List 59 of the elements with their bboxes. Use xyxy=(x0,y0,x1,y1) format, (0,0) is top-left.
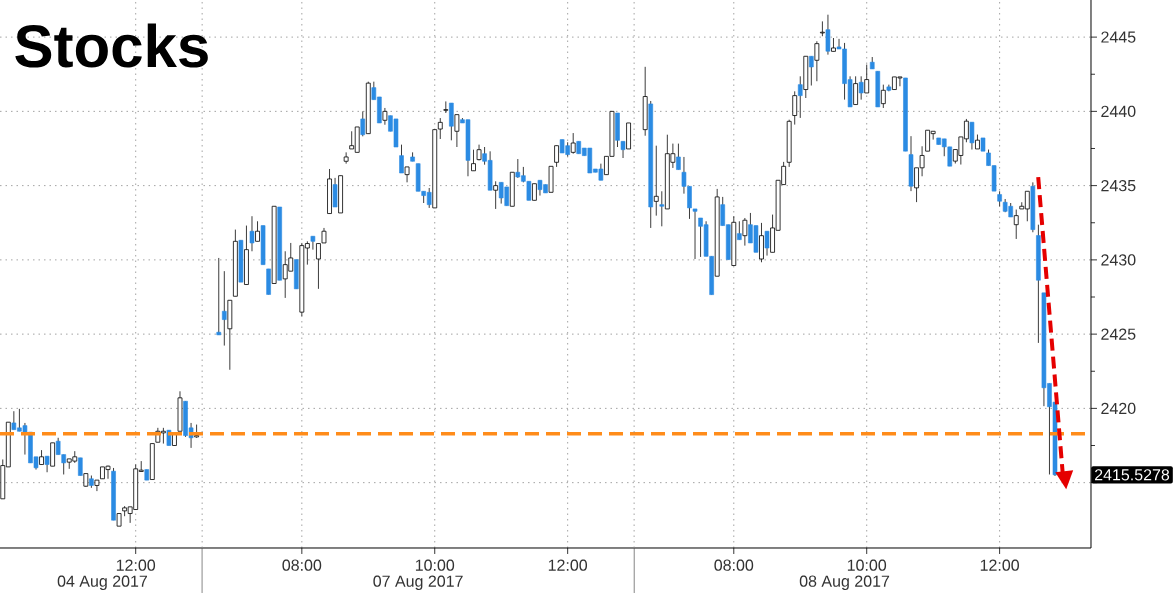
candlestick xyxy=(360,110,366,137)
candlestick xyxy=(382,107,388,126)
candlestick xyxy=(820,20,825,37)
candlestick xyxy=(792,90,798,126)
candlestick xyxy=(814,40,820,82)
x-tick-label: 12:00 xyxy=(980,559,1019,571)
candlestick xyxy=(343,151,349,165)
candlestick xyxy=(332,177,338,208)
candlestick xyxy=(759,222,764,263)
candlestick xyxy=(449,102,454,141)
candlestick xyxy=(676,143,681,171)
y-tick-label: 2445 xyxy=(1101,31,1136,43)
text: 07 Aug 2017 xyxy=(373,575,463,591)
candlestick xyxy=(742,217,748,247)
candlestick xyxy=(404,166,410,183)
candlestick xyxy=(310,235,316,251)
candlestick xyxy=(825,14,831,56)
text: 08 Aug 2017 xyxy=(799,575,890,591)
candlestick xyxy=(880,84,886,109)
candlestick xyxy=(1013,209,1019,240)
candlestick xyxy=(737,220,742,241)
candlestick xyxy=(94,479,100,492)
candlestick xyxy=(809,55,814,86)
candlestick xyxy=(471,149,476,172)
candlestick xyxy=(493,180,499,210)
candlestick xyxy=(969,121,975,150)
y-tick-label: 2440 xyxy=(1101,105,1136,118)
candlestick xyxy=(653,145,659,217)
candlestick xyxy=(797,75,803,119)
x-tick-label: 10:00 xyxy=(415,559,455,571)
text: 04 Aug 2017 xyxy=(57,575,147,591)
candlestick xyxy=(50,442,56,467)
y-tick-label: 2430 xyxy=(1101,254,1136,266)
y-tick-label: 2435 xyxy=(1101,179,1136,192)
text: 2415.5278 xyxy=(1095,469,1170,481)
x-tick-label: 08:00 xyxy=(282,559,322,571)
chart-title: Stocks xyxy=(15,23,208,68)
candlestick xyxy=(216,257,222,336)
candlestick xyxy=(864,64,870,94)
candlestick xyxy=(443,100,449,114)
candlestick xyxy=(399,144,404,174)
y-tick-label: 2420 xyxy=(1101,402,1136,415)
y-tick-label: 2425 xyxy=(1101,328,1136,340)
candlestick xyxy=(255,220,260,242)
candlestick xyxy=(764,230,770,257)
x-tick-label: 10:00 xyxy=(847,559,887,571)
candlestick xyxy=(222,270,227,347)
candlestick xyxy=(620,140,626,159)
candlestick xyxy=(570,132,576,155)
candlestick xyxy=(853,75,859,105)
candlestick xyxy=(858,75,864,101)
candlestick xyxy=(554,145,559,168)
candlestick xyxy=(659,190,665,227)
candlestick xyxy=(44,455,50,473)
x-tick-label: 12:00 xyxy=(116,559,156,571)
x-tick-label: 12:00 xyxy=(548,559,588,571)
candlestick xyxy=(454,114,460,148)
candlestick xyxy=(249,215,255,252)
x-tick-label: 08:00 xyxy=(714,559,754,571)
